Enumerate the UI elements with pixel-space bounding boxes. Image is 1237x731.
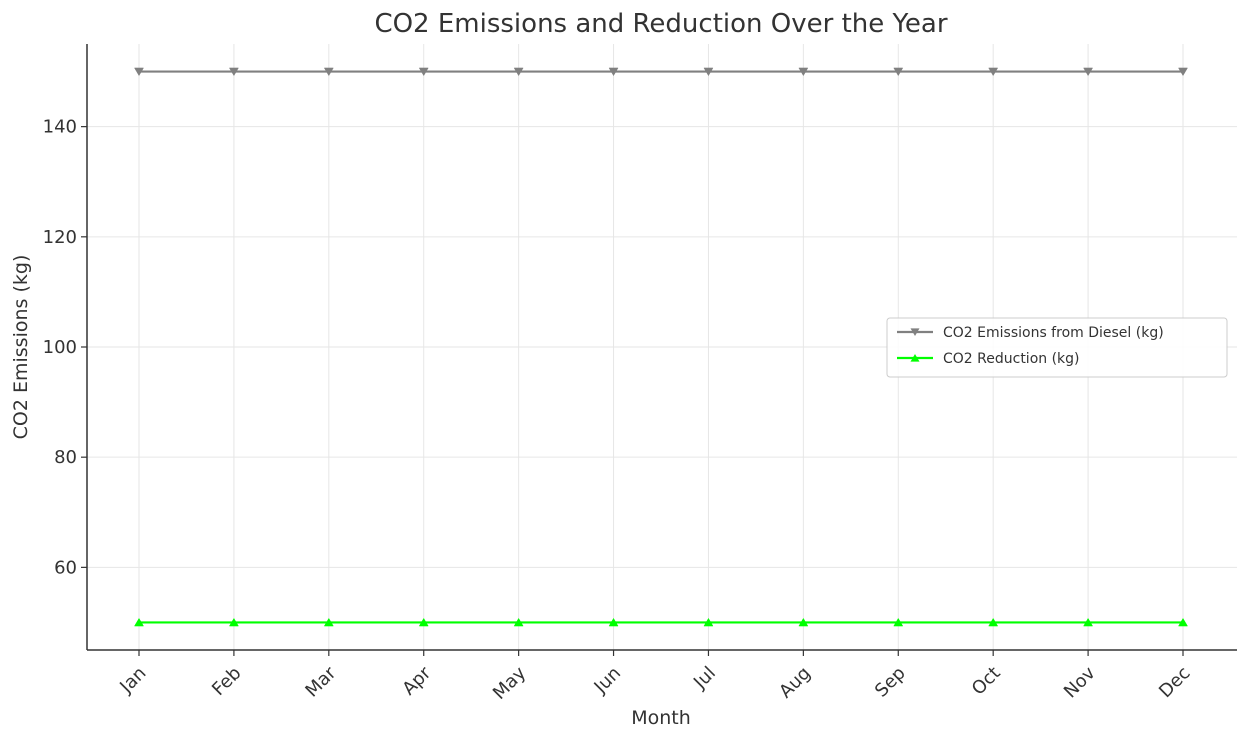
y-tick-label: 80: [54, 447, 77, 468]
chart-title: CO2 Emissions and Reduction Over the Yea…: [374, 9, 947, 39]
data-point: [418, 617, 429, 627]
data-point: [608, 67, 619, 77]
data-point: [1178, 67, 1188, 77]
y-tick-label: 120: [43, 227, 77, 248]
x-tick-label: Jun: [590, 663, 625, 698]
data-point: [798, 617, 809, 627]
data-point: [134, 617, 144, 627]
data-point: [323, 617, 334, 627]
x-tick-label: Feb: [208, 663, 245, 700]
data-point: [703, 617, 714, 627]
x-tick-label: Oct: [968, 663, 1005, 700]
x-tick-label: Jan: [115, 663, 150, 698]
data-point: [513, 67, 524, 77]
data-point: [134, 67, 144, 77]
y-tick-label: 100: [43, 337, 77, 358]
x-tick-label: May: [489, 662, 530, 703]
legend-item: CO2 Emissions from Diesel (kg): [897, 325, 1164, 341]
x-tick-label: Aug: [775, 663, 815, 703]
legend-label: CO2 Reduction (kg): [943, 351, 1080, 367]
legend: CO2 Emissions from Diesel (kg) CO2 Reduct…: [886, 317, 1228, 378]
x-tick-label: Dec: [1155, 663, 1194, 702]
legend-item: CO2 Reduction (kg): [897, 351, 1080, 367]
data-point: [608, 617, 619, 627]
y-tick-label: 140: [43, 117, 77, 138]
x-tick-label: Apr: [398, 662, 435, 699]
grid: [87, 44, 1237, 650]
data-point: [513, 617, 524, 627]
data-point: [893, 617, 904, 627]
x-tick-label: Jul: [689, 663, 720, 694]
data-point: [988, 67, 999, 77]
series-layer: [134, 67, 1188, 627]
data-point: [418, 67, 429, 77]
x-tick-label: Nov: [1060, 662, 1100, 702]
data-point: [1083, 617, 1094, 627]
x-axis-label: Month: [631, 707, 691, 729]
data-point: [228, 617, 239, 627]
data-point: [1083, 67, 1094, 77]
legend-marker: [910, 328, 920, 337]
y-tick-label: 60: [54, 557, 77, 578]
x-tick-label: Mar: [301, 662, 340, 701]
x-tick-label: Sep: [871, 663, 910, 702]
data-point: [988, 617, 999, 627]
legend-marker: [910, 353, 920, 362]
data-point: [323, 67, 334, 77]
data-point: [893, 67, 904, 77]
data-point: [798, 67, 809, 77]
data-point: [1178, 617, 1188, 627]
y-axis-label: CO2 Emissions (kg): [10, 255, 32, 440]
series-1: [134, 67, 1188, 77]
legend-box: [886, 317, 1228, 378]
data-point: [703, 67, 714, 77]
legend-label: CO2 Emissions from Diesel (kg): [943, 325, 1164, 341]
series-2: [134, 617, 1188, 627]
data-point: [228, 67, 239, 77]
